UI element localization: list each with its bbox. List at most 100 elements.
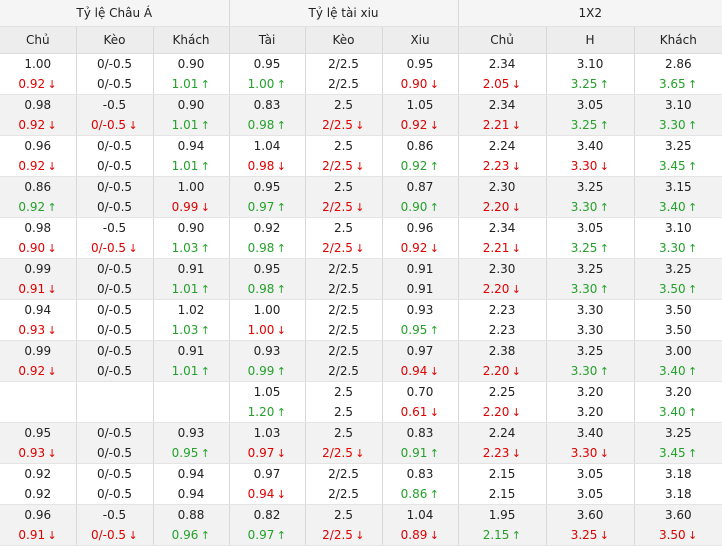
current-odds-value: 2/2.5 [322, 528, 353, 542]
current-odds-value: 3.30 [570, 282, 598, 296]
current-odds: 0.89 ↓ [383, 525, 458, 545]
opening-odds: 2.5 [333, 180, 354, 194]
current-odds: 0.92 ↑ [0, 197, 75, 217]
current-odds: 2/2.5 ↓ [306, 197, 382, 217]
current-odds: 0.92 ↓ [0, 361, 75, 381]
odds-cell-under: 0.83 0.86 ↑ [382, 463, 459, 505]
arrow-down-icon: ↓ [511, 160, 522, 173]
current-odds: 3.25 ↓ [547, 525, 634, 545]
arrow-up-icon: ↑ [276, 406, 286, 419]
current-odds: 0.92 ↓ [383, 115, 458, 135]
1x2-group-header: 1X2 [458, 0, 722, 27]
odds-cell-over: 0.93 0.99 ↑ [229, 340, 306, 382]
arrow-down-icon: ↓ [511, 447, 522, 460]
current-odds: 0/-0.5 [77, 361, 153, 381]
odds-cell-home-win: 2.15 2.15 [458, 463, 547, 505]
opening-odds: 0.90 [177, 57, 205, 71]
current-odds: 0.91 ↓ [0, 525, 75, 545]
current-odds-value: 0/-0.5 [96, 159, 133, 173]
current-odds-value: 2.23 [482, 159, 510, 173]
odds-cell-away: 1.02 1.03 ↑ [153, 299, 230, 341]
current-odds-value: 3.30 [570, 200, 598, 214]
arrow-up-icon: ↑ [599, 78, 610, 91]
current-odds-value: 2.05 [482, 77, 510, 91]
current-odds-value: 0.97 [247, 446, 275, 460]
opening-odds [77, 382, 153, 402]
arrow-up-icon: ↑ [599, 283, 610, 296]
current-odds: 0/-0.5 [77, 443, 153, 463]
odds-cell-away: 0.90 1.01 ↑ [153, 53, 230, 95]
odds-cell-home: 0.99 0.91 ↓ [0, 258, 77, 300]
current-odds: 2.20 ↓ [459, 279, 546, 299]
current-odds-value: 0.94 [400, 364, 428, 378]
odds-cell-over: 0.97 0.94 ↓ [229, 463, 306, 505]
current-odds: 3.50 [635, 320, 722, 340]
opening-odds: 3.60 [576, 508, 604, 522]
odds-cell-total-line: 2.5 2/2.5 ↓ [305, 176, 383, 218]
odds-cell-home: 0.95 0.93 ↓ [0, 422, 77, 464]
odds-row: 0.96 0.91 ↓ -0.5 0/-0.5 ↓ 0.88 0.96 ↑ 0.82 0.97 ↑ 2.… [0, 504, 722, 546]
arrow-up-icon: ↑ [688, 119, 698, 132]
current-odds: 2.5 [306, 402, 382, 422]
odds-row: 0.94 0.93 ↓ 0/-0.5 0/-0.5 1.02 1.03 ↑ 1.00 1.00 ↓ 2… [0, 299, 722, 341]
odds-cell-total-line: 2.5 2/2.5 ↓ [305, 504, 383, 546]
current-odds: 3.18 [635, 484, 722, 504]
odds-cell-home: 0.92 0.92 [0, 463, 77, 505]
odds-cell-over: 1.00 1.00 ↓ [229, 299, 306, 341]
current-odds-value: 3.45 [658, 159, 686, 173]
opening-odds: 3.05 [576, 467, 604, 481]
odds-row: 0.86 0.92 ↑ 0/-0.5 0/-0.5 1.00 0.99 ↓ 0.95 0.97 ↑ 2… [0, 176, 722, 218]
opening-odds: 2/2.5 [328, 262, 359, 276]
current-odds: 0.99 ↓ [154, 197, 229, 217]
opening-odds: 0.87 [406, 180, 434, 194]
odds-cell-handicap [76, 381, 154, 423]
odds-cell-away-win: 3.25 3.50 ↑ [634, 258, 722, 300]
current-odds: 2.21 ↓ [459, 115, 546, 135]
current-odds-value: 3.40 [658, 364, 686, 378]
arrow-down-icon: ↓ [429, 242, 439, 255]
arrow-down-icon: ↓ [511, 201, 522, 214]
opening-odds: 0.97 [406, 344, 434, 358]
current-odds: 1.01 ↑ [154, 279, 229, 299]
current-odds-value: 3.50 [658, 528, 686, 542]
opening-odds: 3.10 [664, 98, 692, 112]
odds-cell-home-win: 2.25 2.20 ↓ [458, 381, 547, 423]
current-odds-value: 0.98 [247, 241, 275, 255]
odds-cell-handicap: -0.5 0/-0.5 ↓ [76, 504, 154, 546]
opening-odds: 2.34 [488, 57, 516, 71]
current-odds-value: 0.93 [18, 446, 46, 460]
current-odds: 0.97 ↓ [230, 443, 305, 463]
current-odds: 3.30 ↑ [547, 361, 634, 381]
opening-odds: 3.25 [664, 262, 692, 276]
current-odds-value: 2.20 [482, 405, 510, 419]
opening-odds: 3.25 [664, 426, 692, 440]
arrow-up-icon: ↑ [599, 201, 610, 214]
opening-odds: 0/-0.5 [96, 426, 133, 440]
odds-row: 0.98 0.92 ↓ -0.5 0/-0.5 ↓ 0.90 1.01 ↑ 0.83 0.98 ↑ 2.… [0, 94, 722, 136]
current-odds-value: 3.30 [570, 159, 598, 173]
current-odds-value: 0.90 [400, 200, 428, 214]
opening-odds: 2/2.5 [328, 303, 359, 317]
opening-odds: 0/-0.5 [96, 303, 133, 317]
current-odds-value: 2.5 [333, 405, 354, 419]
current-odds-value: 2.15 [482, 528, 510, 542]
current-odds-value: 1.01 [171, 282, 199, 296]
current-odds: 0.98 ↑ [230, 279, 305, 299]
current-odds: 0.94 ↓ [230, 484, 305, 504]
opening-odds [0, 382, 75, 402]
opening-odds: 1.05 [253, 385, 281, 399]
current-odds: 2.20 ↓ [459, 402, 546, 422]
col-header-away: Khách [153, 26, 230, 54]
current-odds: 2/2.5 ↓ [306, 238, 382, 258]
opening-odds: 0.97 [253, 467, 281, 481]
opening-odds: 2/2.5 [328, 57, 359, 71]
opening-odds: 3.15 [664, 180, 692, 194]
arrow-up-icon: ↑ [688, 283, 698, 296]
current-odds: 3.30 ↑ [635, 238, 722, 258]
odds-row: 1.00 0.92 ↓ 0/-0.5 0/-0.5 0.90 1.01 ↑ 0.95 1.00 ↑ 2… [0, 53, 722, 95]
current-odds: 2.20 ↓ [459, 361, 546, 381]
current-odds: 0.93 ↓ [0, 320, 75, 340]
opening-odds: 2.34 [488, 221, 516, 235]
current-odds-value: 3.45 [658, 446, 686, 460]
current-odds: 0/-0.5 [77, 74, 153, 94]
